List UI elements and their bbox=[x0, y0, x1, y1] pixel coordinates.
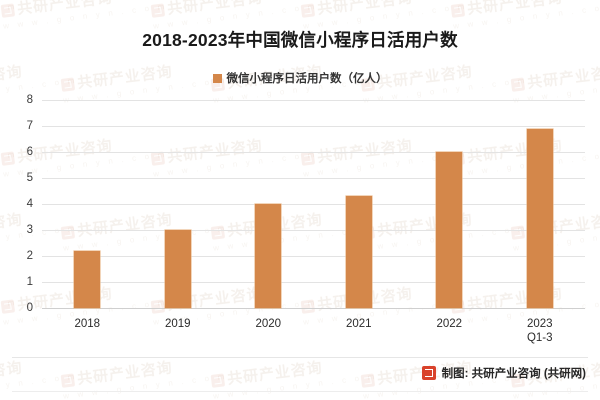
y-axis-tick-label: 6 bbox=[26, 146, 33, 158]
chart-legend: 微信小程序日活用户数（亿人） bbox=[0, 70, 600, 86]
bar bbox=[526, 128, 553, 308]
y-axis-tick-label: 8 bbox=[26, 94, 33, 106]
x-axis-tick-label: 2021 bbox=[345, 318, 372, 330]
bar bbox=[74, 250, 101, 308]
bar bbox=[436, 152, 463, 308]
chart-title: 2018-2023年中国微信小程序日活用户数 bbox=[142, 30, 458, 50]
gridline: 7 bbox=[27, 120, 585, 132]
y-axis-tick-label: 1 bbox=[26, 276, 33, 288]
footer-divider-bottom bbox=[12, 391, 588, 392]
gridline: 1 bbox=[27, 276, 585, 288]
gridline: 5 bbox=[27, 172, 585, 184]
y-axis-tick-label: 5 bbox=[26, 172, 33, 184]
x-axis-tick-label: 2022 bbox=[436, 318, 463, 330]
bar bbox=[345, 196, 372, 308]
x-axis-tick-label: 2019 bbox=[164, 318, 191, 330]
bar bbox=[164, 230, 191, 308]
gridline: 6 bbox=[27, 146, 585, 158]
y-axis-tick-label: 7 bbox=[26, 120, 33, 132]
y-axis-tick-label: 0 bbox=[26, 302, 33, 314]
credit-text: 制图: 共研产业咨询 (共研网) bbox=[441, 368, 586, 380]
gridline: 8 bbox=[27, 94, 585, 106]
y-axis-tick-label: 4 bbox=[26, 198, 33, 210]
gridline: 3 bbox=[27, 224, 585, 236]
legend-swatch-icon bbox=[212, 73, 222, 83]
gridline: 4 bbox=[27, 198, 585, 210]
gridline: 0 bbox=[27, 302, 585, 314]
footer-divider bbox=[12, 357, 588, 358]
x-axis-tick-label: 2020 bbox=[255, 318, 282, 330]
x-axis-tick-label: 2023 Q1-3 bbox=[526, 318, 553, 344]
x-axis-tick-label: 2018 bbox=[74, 318, 101, 330]
gridline: 2 bbox=[27, 250, 585, 262]
y-axis-tick-label: 2 bbox=[26, 250, 33, 262]
chart-credit: 制图: 共研产业咨询 (共研网) bbox=[421, 365, 586, 381]
brand-logo-icon bbox=[421, 366, 436, 380]
y-axis-tick-label: 3 bbox=[26, 224, 33, 236]
legend-label: 微信小程序日活用户数（亿人） bbox=[226, 73, 388, 85]
plot-area: 8 7 6 5 4 3 2 1 0 2018 2019 2020 2021 2022 2023 Q1-3 bbox=[27, 94, 585, 344]
bar bbox=[255, 204, 282, 308]
